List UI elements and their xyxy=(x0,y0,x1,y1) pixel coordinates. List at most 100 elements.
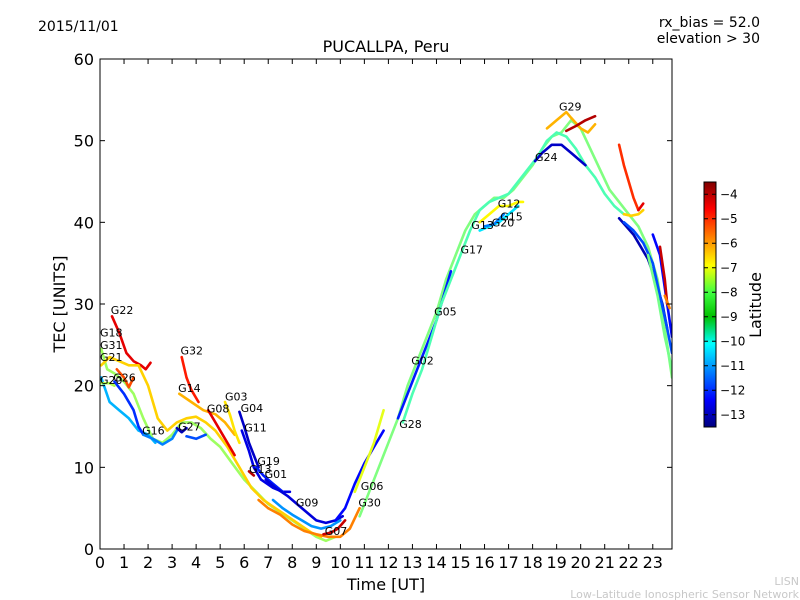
sat-label-g16: G16 xyxy=(142,425,165,438)
x-tick-label: 10 xyxy=(330,553,350,572)
colorbar-tick-label: −6 xyxy=(720,236,738,250)
sat-label-g03: G03 xyxy=(225,390,248,403)
credit-long: Low-Latitude Ionospheric Sensor Network xyxy=(570,588,799,600)
series-r3-line xyxy=(637,202,645,212)
series-g20-line xyxy=(100,381,116,387)
x-tick-label: 5 xyxy=(215,553,225,572)
colorbar-tick-label: −5 xyxy=(720,212,738,226)
series-g17-line xyxy=(401,131,626,424)
series-g1-line xyxy=(646,253,672,371)
sat-label-g08: G08 xyxy=(207,403,230,416)
x-axis-title: Time [UT] xyxy=(346,575,425,594)
y-tick-label: 0 xyxy=(84,540,94,559)
series-g13-line xyxy=(247,470,256,477)
x-tick-label: 1 xyxy=(119,553,129,572)
x-tick-label: 8 xyxy=(287,553,297,572)
y-tick-label: 10 xyxy=(74,458,94,477)
sat-label-g04: G04 xyxy=(241,402,264,415)
sat-label-g20: G20 xyxy=(100,374,123,387)
colorbar-tick-label: −4 xyxy=(720,187,738,201)
annotation-layer: G22G18G31G21G20G26G16G32G14G27G08G03G04G… xyxy=(100,100,582,538)
tick-layer: 0 1 2 3 4 5 6 7 8 9 10 11 12 13 14 15 16 17 18 19 20 21 22 2301… xyxy=(74,50,672,572)
colorbar-tick-label: −7 xyxy=(720,261,738,275)
chart-title: PUCALLPA, Peru xyxy=(323,37,450,56)
x-tick-label: 9 xyxy=(311,553,321,572)
colorbar-title: Latitude xyxy=(746,272,765,338)
y-tick-label: 60 xyxy=(74,50,94,69)
x-tick-label: 17 xyxy=(498,553,518,572)
sat-label-g24: G24 xyxy=(535,151,558,164)
elevation-label: elevation > 30 xyxy=(657,31,760,47)
series-g21-line xyxy=(100,376,157,445)
x-tick-label: 2 xyxy=(143,553,153,572)
series-g29b-line xyxy=(565,114,597,133)
x-tick-label: 18 xyxy=(522,553,542,572)
series-g05-line xyxy=(396,270,453,420)
series-g06-line xyxy=(334,429,385,522)
rx-bias-label: rx_bias = 52.0 xyxy=(659,15,760,31)
x-tick-label: 14 xyxy=(426,553,446,572)
x-tick-label: 21 xyxy=(595,553,615,572)
series-g20c-line xyxy=(483,212,506,228)
x-tick-label: 3 xyxy=(167,553,177,572)
sat-label-g31: G31 xyxy=(100,339,123,352)
series-b2-line xyxy=(622,221,672,355)
series-g26-line xyxy=(113,380,145,436)
series-g15-line xyxy=(478,204,520,232)
series-g16-line xyxy=(142,429,179,446)
sat-label-g15: G15 xyxy=(500,211,523,224)
series-g31-line xyxy=(100,355,323,539)
sat-label-g22: G22 xyxy=(111,304,134,317)
sat-label-g30: G30 xyxy=(358,497,381,510)
series-g01-line xyxy=(264,478,344,525)
credit-short: LISN xyxy=(774,575,799,588)
series-g27b-line xyxy=(185,433,207,441)
y-axis-title: TEC [UNITS] xyxy=(50,256,69,354)
x-tick-label: 20 xyxy=(570,553,590,572)
series-g03-line xyxy=(223,400,241,445)
series-g07-line xyxy=(322,519,347,536)
series-g24-line xyxy=(533,143,587,167)
series-layer xyxy=(100,110,672,543)
series-r2-line xyxy=(622,208,645,218)
series-g27-line xyxy=(175,426,188,434)
colorbar-tick-label: −8 xyxy=(720,285,738,299)
date-label: 2015/11/01 xyxy=(38,19,119,35)
y-tick-label: 20 xyxy=(74,377,94,396)
x-tick-label: 12 xyxy=(378,553,398,572)
series-g26b-line xyxy=(115,368,135,389)
sat-label-g28: G28 xyxy=(399,418,422,431)
sat-label-g18: G18 xyxy=(100,327,123,340)
sat-label-g01: G01 xyxy=(265,468,288,481)
series-g29-line xyxy=(545,110,597,134)
plot-area xyxy=(100,59,672,549)
colorbar-tick-label: −12 xyxy=(720,383,745,397)
x-tick-label: 4 xyxy=(191,553,201,572)
sat-label-g27: G27 xyxy=(178,421,201,434)
series-g28-line xyxy=(353,408,385,494)
x-tick-label: 0 xyxy=(95,553,105,572)
series-r1-line xyxy=(617,143,640,212)
x-tick-label: 22 xyxy=(619,553,639,572)
sat-label-g26: G26 xyxy=(113,372,136,385)
series-g04-line xyxy=(238,410,260,469)
series-g22-line xyxy=(110,315,152,371)
x-tick-label: 23 xyxy=(643,553,663,572)
sat-label-g32: G32 xyxy=(181,345,204,358)
sat-label-g13: G13 xyxy=(471,219,494,232)
series-o1-line xyxy=(663,294,671,310)
sat-label-g02: G02 xyxy=(411,354,434,367)
x-tick-label: 13 xyxy=(402,553,422,572)
colorbar-tick-label: −13 xyxy=(720,408,745,422)
series-g13b-line xyxy=(478,200,525,224)
y-tick-label: 40 xyxy=(74,213,94,232)
sat-label-g17: G17 xyxy=(461,243,484,256)
series-g09-line xyxy=(271,498,342,530)
sat-label-g20: G20 xyxy=(492,216,515,229)
x-tick-label: 6 xyxy=(239,553,249,572)
series-g30-line xyxy=(257,498,361,539)
y-tick-label: 30 xyxy=(74,295,94,314)
sat-label-g19: G19 xyxy=(257,455,280,468)
colorbar-tick-label: −10 xyxy=(720,334,745,348)
